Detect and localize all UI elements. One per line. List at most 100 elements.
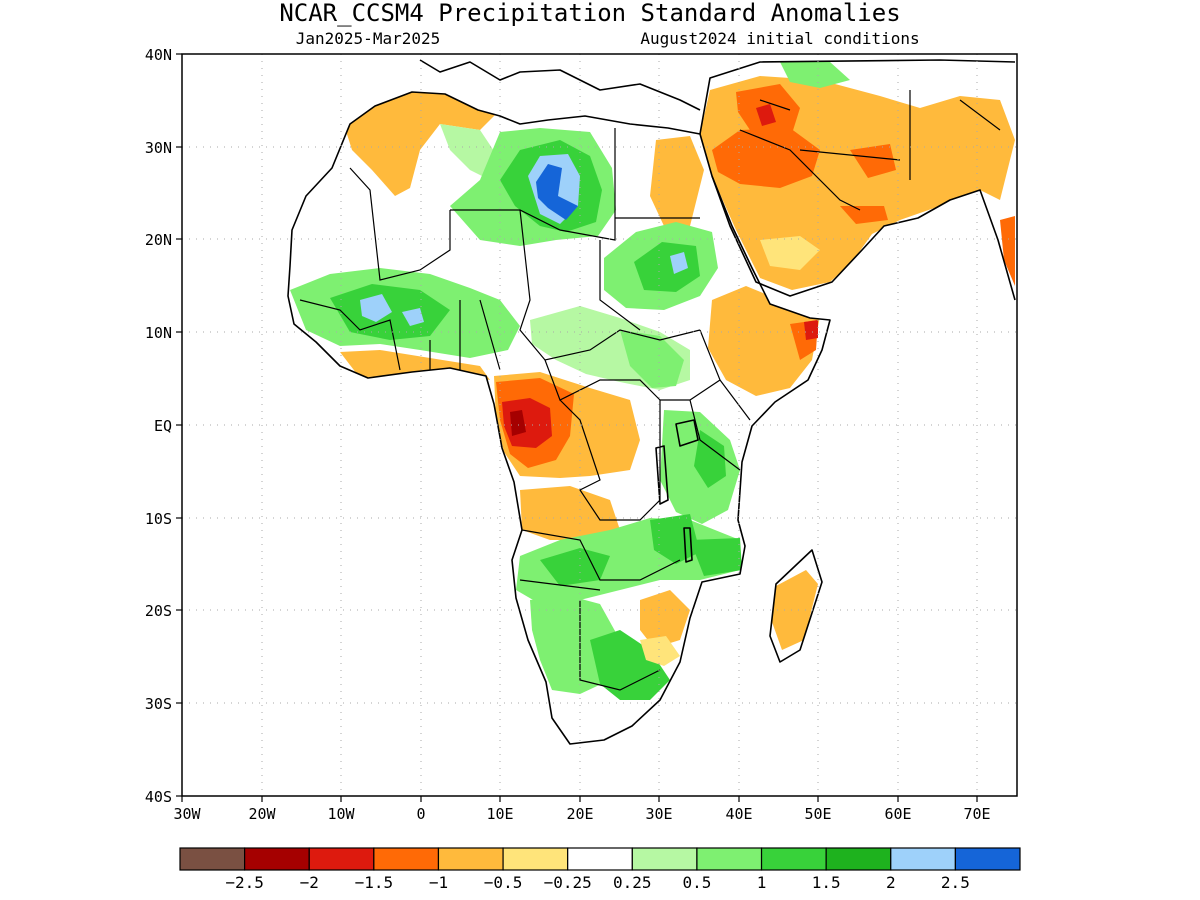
anomaly-patch-egypt-dry xyxy=(650,136,704,226)
anomaly-patch-car-wet-strong xyxy=(620,330,684,388)
lon-tick-label: 20W xyxy=(248,805,276,823)
anomaly-patch-yemen-light xyxy=(760,236,820,270)
lake-victoria xyxy=(675,419,699,447)
chart-title: NCAR_CCSM4 Precipitation Standard Anomal… xyxy=(279,0,900,27)
border-central xyxy=(544,240,661,401)
map-gridlines xyxy=(182,54,1017,796)
colorbar-swatch xyxy=(179,847,246,871)
colorbar-swatch xyxy=(631,847,698,871)
anomaly-patch-sudan-wet-max xyxy=(670,252,688,274)
anomaly-patch-somalia-dry-max xyxy=(804,320,818,340)
anomaly-patch-india-dry-strong xyxy=(1000,216,1015,286)
madagascar-coastline xyxy=(769,549,823,663)
lat-tick-label: 40S xyxy=(145,788,172,806)
lat-tick-label: 10S xyxy=(145,510,172,528)
anomaly-patch-maghreb-dry xyxy=(340,90,500,196)
border-algeria-libya xyxy=(450,128,616,241)
lon-tick-label: 20E xyxy=(566,805,593,823)
colorbar-swatch xyxy=(825,847,892,871)
lon-tick-label: 10W xyxy=(327,805,355,823)
colorbar-label: −0.25 xyxy=(544,873,592,892)
lat-tick-label: 30N xyxy=(145,139,172,157)
border-arabia xyxy=(739,90,1001,211)
coastlines xyxy=(287,59,1016,745)
colorbar: −2.5 −2 −1.5 −1 −0.5 −0.25 0.25 0.5 1 1.5 2 2.5 xyxy=(179,847,1021,892)
border-niger-chad xyxy=(519,209,701,361)
lat-tick-labels: 40N 30N 20N 10N EQ 10S 20S 30S 40S xyxy=(145,46,172,806)
lon-tick-label: 70E xyxy=(963,805,990,823)
anomaly-patch-gabon-dry-max xyxy=(502,398,552,448)
lon-tick-label: 30E xyxy=(645,805,672,823)
colorbar-label: 0.25 xyxy=(613,873,652,892)
lat-tick-label: 20S xyxy=(145,602,172,620)
colorbar-swatch xyxy=(244,847,310,871)
lon-tick-label: 10E xyxy=(486,805,513,823)
lat-tick-label: 20N xyxy=(145,231,172,249)
anomaly-patch-sahel-wet-max-2 xyxy=(402,308,424,326)
anomaly-patch-mozambique-wet xyxy=(690,538,742,576)
colorbar-labels: −2.5 −2 −1.5 −1 −0.5 −0.25 0.25 0.5 1 1.5 2 2.5 xyxy=(225,873,969,892)
colorbar-swatch xyxy=(308,847,375,871)
map-panel: 30W 20W 10W 0 10E 20E 30E 40E 50E 60E 70… xyxy=(145,46,1018,823)
colorbar-label: −2 xyxy=(300,873,319,892)
colorbar-label: 0.5 xyxy=(682,873,711,892)
africa-coastline xyxy=(287,91,831,745)
lat-tick-label: 30S xyxy=(145,695,172,713)
anomaly-patch-zambia-wet-strong xyxy=(540,548,610,586)
lon-tick-label: 0 xyxy=(416,805,425,823)
anomaly-patch-botswana-wet xyxy=(590,630,670,700)
anomaly-patch-sahel-wet-max xyxy=(360,294,392,322)
colorbar-swatch xyxy=(437,847,504,871)
anomaly-patch-malawi-wet-strong xyxy=(650,514,700,564)
colorbar-swatches xyxy=(179,847,1021,871)
colorbar-label: 2.5 xyxy=(941,873,970,892)
country-borders xyxy=(299,90,1001,691)
anomaly-patch-iraq-dry-max xyxy=(756,104,776,126)
border-east xyxy=(660,329,751,471)
anomaly-patch-levant-light xyxy=(780,62,850,88)
anomaly-patch-gabon-dry-peak xyxy=(510,410,526,436)
anomaly-patch-oman-dry-strong xyxy=(840,206,888,224)
border-sahara-west xyxy=(349,167,451,281)
lake-tanganyika xyxy=(655,445,669,505)
anomaly-shading xyxy=(290,60,1015,700)
colorbar-swatch xyxy=(502,847,569,871)
colorbar-label: −1 xyxy=(429,873,448,892)
lon-tick-labels: 30W 20W 10W 0 10E 20E 30E 40E 50E 60E 70… xyxy=(173,805,990,823)
axis-ticks xyxy=(176,53,978,802)
colorbar-swatch xyxy=(567,847,633,871)
colorbar-swatch xyxy=(760,847,827,871)
colorbar-label: 1 xyxy=(757,873,767,892)
lat-tick-label: EQ xyxy=(154,417,172,435)
anomaly-patch-tibesti-max xyxy=(536,164,578,220)
colorbar-swatch xyxy=(890,847,956,871)
anomaly-patch-iran-dry-strong xyxy=(850,144,896,178)
anomaly-patch-east-africa-wet-strong xyxy=(694,430,726,488)
border-west-africa xyxy=(299,299,501,371)
colorbar-label: 2 xyxy=(886,873,896,892)
colorbar-swatch xyxy=(954,847,1021,871)
anomaly-patch-zimbabwe-dry xyxy=(640,590,690,648)
period-subtitle: Jan2025-Mar2025 xyxy=(296,29,441,48)
lon-tick-label: 50E xyxy=(804,805,831,823)
colorbar-label: −2.5 xyxy=(225,873,264,892)
lat-tick-label: 40N xyxy=(145,46,172,64)
lat-tick-label: 10N xyxy=(145,324,172,342)
border-southern xyxy=(519,529,681,691)
arabia-coastline xyxy=(699,59,1016,301)
lon-tick-label: 40E xyxy=(725,805,752,823)
colorbar-swatch xyxy=(696,847,763,871)
europe-coastline xyxy=(419,59,701,111)
anomaly-patch-angola-dry xyxy=(520,486,620,540)
anomaly-patch-limpopo-dry xyxy=(640,636,680,666)
colorbar-label: 1.5 xyxy=(812,873,841,892)
colorbar-swatch xyxy=(373,847,440,871)
colorbar-label: −1.5 xyxy=(355,873,394,892)
lon-tick-label: 60E xyxy=(884,805,911,823)
anomaly-patch-horn-dry xyxy=(708,286,820,396)
initial-conditions-subtitle: August2024 initial conditions xyxy=(640,29,919,48)
lake-malawi xyxy=(683,527,693,563)
border-drc xyxy=(559,399,661,521)
anomaly-patch-sahara-light xyxy=(440,124,500,180)
